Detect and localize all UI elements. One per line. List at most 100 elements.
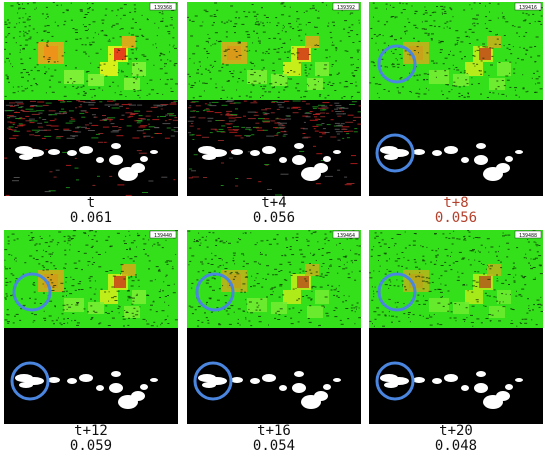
speckle xyxy=(89,89,92,90)
speckle xyxy=(196,279,199,281)
speckle xyxy=(198,244,201,246)
speckle xyxy=(488,295,491,297)
speckle xyxy=(19,319,22,321)
speckle xyxy=(321,248,324,249)
speckle xyxy=(42,283,44,285)
speckle xyxy=(435,62,438,64)
speckle xyxy=(379,34,381,36)
speckle xyxy=(357,51,359,53)
speckle xyxy=(76,322,80,324)
speckle xyxy=(395,58,397,60)
speckle xyxy=(334,316,338,318)
speckle xyxy=(160,53,164,55)
speckle xyxy=(4,21,7,23)
speckle xyxy=(245,263,249,265)
speckle xyxy=(468,93,469,95)
speckle xyxy=(11,254,13,256)
speckle xyxy=(391,64,394,66)
speckle xyxy=(429,314,430,316)
speckle xyxy=(152,245,154,247)
speckle xyxy=(510,323,514,324)
speckle xyxy=(132,297,135,299)
speckle xyxy=(33,78,36,80)
noise-stroke xyxy=(140,125,148,127)
speckle xyxy=(74,67,77,69)
speckle xyxy=(304,90,308,92)
speckle xyxy=(472,63,475,65)
speckle xyxy=(394,49,397,51)
speckle xyxy=(108,291,110,293)
speckle xyxy=(226,80,230,82)
speckle xyxy=(497,86,500,88)
speckle xyxy=(320,273,323,275)
speckle xyxy=(453,317,457,319)
speckle xyxy=(469,250,473,252)
speckle xyxy=(284,255,287,257)
speckle xyxy=(480,244,483,246)
speckle xyxy=(315,260,317,261)
noise-stroke xyxy=(220,185,224,186)
speckle xyxy=(499,301,501,303)
noise-stroke xyxy=(234,135,242,137)
speckle xyxy=(445,237,448,239)
speckle xyxy=(451,89,453,91)
speckle xyxy=(149,79,153,81)
speckle xyxy=(238,54,242,56)
speckle xyxy=(350,64,353,66)
speckle xyxy=(346,50,349,52)
speckle xyxy=(306,83,308,85)
speckle xyxy=(378,242,381,243)
speckle xyxy=(439,291,443,293)
speckle xyxy=(139,28,142,30)
noise-stroke xyxy=(330,136,337,138)
speckle xyxy=(467,92,470,94)
speckle xyxy=(440,283,442,285)
noise-stroke xyxy=(104,104,113,106)
noise-stroke xyxy=(221,162,224,164)
speckle xyxy=(396,233,399,235)
speckle xyxy=(438,40,440,42)
speckle xyxy=(72,235,76,237)
noise-stroke xyxy=(321,105,328,107)
speckle xyxy=(127,324,130,326)
speckle xyxy=(397,90,399,92)
speckle xyxy=(153,64,155,66)
speckle xyxy=(133,240,136,242)
speckle xyxy=(98,87,101,89)
speckle xyxy=(335,48,338,50)
speckle xyxy=(156,93,159,94)
speckle xyxy=(136,63,138,64)
speckle xyxy=(338,242,341,244)
speckle xyxy=(26,33,29,35)
speckle xyxy=(438,26,441,28)
speckle xyxy=(535,324,538,326)
speckle xyxy=(454,85,458,87)
speckle xyxy=(434,70,437,72)
frame-number: 139440 xyxy=(154,233,172,239)
noise-stroke xyxy=(138,152,147,154)
speckle xyxy=(18,17,21,19)
mask-blobs xyxy=(15,143,158,181)
noise-stroke xyxy=(235,108,238,110)
speckle xyxy=(118,50,121,51)
speckle xyxy=(458,251,462,253)
speckle xyxy=(211,66,213,68)
noise-stroke xyxy=(342,107,349,109)
noise-stroke xyxy=(7,121,12,123)
speckle xyxy=(480,73,483,75)
speckle xyxy=(225,31,228,33)
noise-stroke xyxy=(75,107,77,109)
speckle xyxy=(304,64,307,66)
frame-number: 139392 xyxy=(337,5,355,11)
speckle xyxy=(221,259,223,261)
speckle xyxy=(518,96,520,98)
speckle xyxy=(70,238,74,239)
speckle xyxy=(167,284,171,286)
speckle xyxy=(506,256,509,258)
speckle xyxy=(5,281,9,283)
speckle xyxy=(222,264,224,266)
speckle xyxy=(434,289,437,291)
speckle xyxy=(154,22,156,24)
speckle xyxy=(463,319,466,321)
noise-stroke xyxy=(347,114,354,116)
